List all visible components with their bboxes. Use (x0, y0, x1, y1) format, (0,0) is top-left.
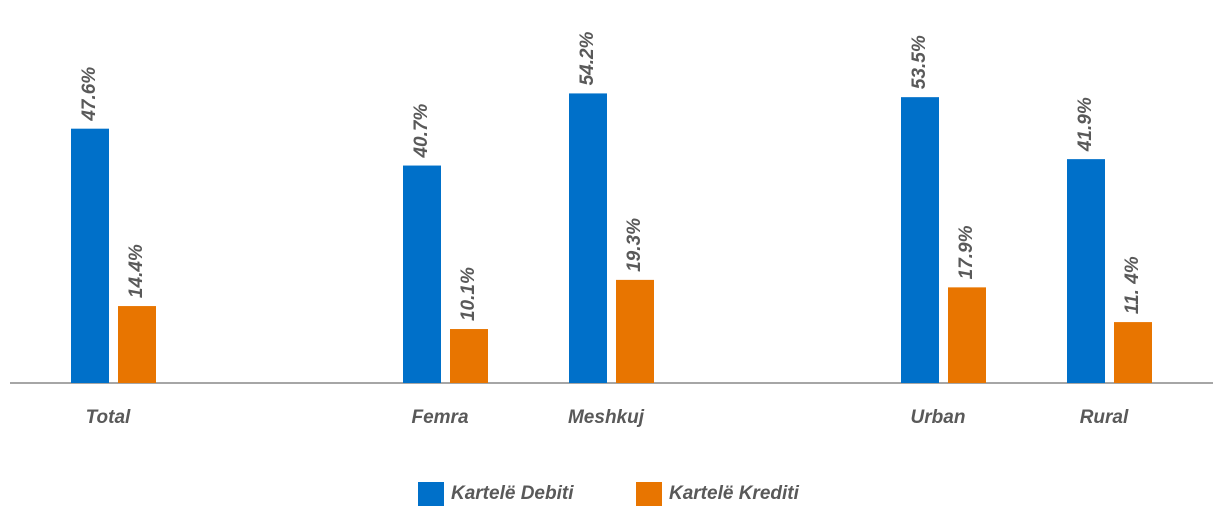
data-label: 41.9% (1075, 97, 1096, 152)
legend-label: Kartelë Debiti (451, 483, 574, 504)
bar (948, 287, 986, 383)
data-label: 10.1% (458, 267, 479, 321)
x-tick-label: Meshkuj (568, 407, 645, 428)
bar (616, 279, 654, 383)
bar (569, 93, 607, 383)
bar (403, 165, 441, 383)
x-tick-label: Urban (911, 407, 966, 428)
x-tick-label: Total (86, 407, 131, 428)
legend-swatch (636, 482, 662, 506)
bar (1114, 322, 1152, 383)
data-label: 17.9% (956, 225, 977, 279)
x-tick-label: Femra (411, 407, 468, 428)
x-tick-label: Rural (1080, 407, 1129, 428)
data-label: 54.2% (577, 31, 598, 85)
bar (450, 329, 488, 383)
bar (118, 306, 156, 383)
data-label: 11. 4% (1122, 256, 1143, 314)
legend-swatch (418, 482, 444, 506)
data-label: 14.4% (126, 244, 147, 298)
data-label: 19.3% (624, 218, 645, 272)
data-label: 40.7% (411, 104, 432, 159)
data-label: 47.6% (79, 67, 100, 122)
data-label: 53.5% (909, 35, 930, 89)
bar (1067, 159, 1105, 383)
bar (901, 97, 939, 384)
bar (71, 128, 109, 383)
legend-label: Kartelë Krediti (669, 483, 800, 504)
